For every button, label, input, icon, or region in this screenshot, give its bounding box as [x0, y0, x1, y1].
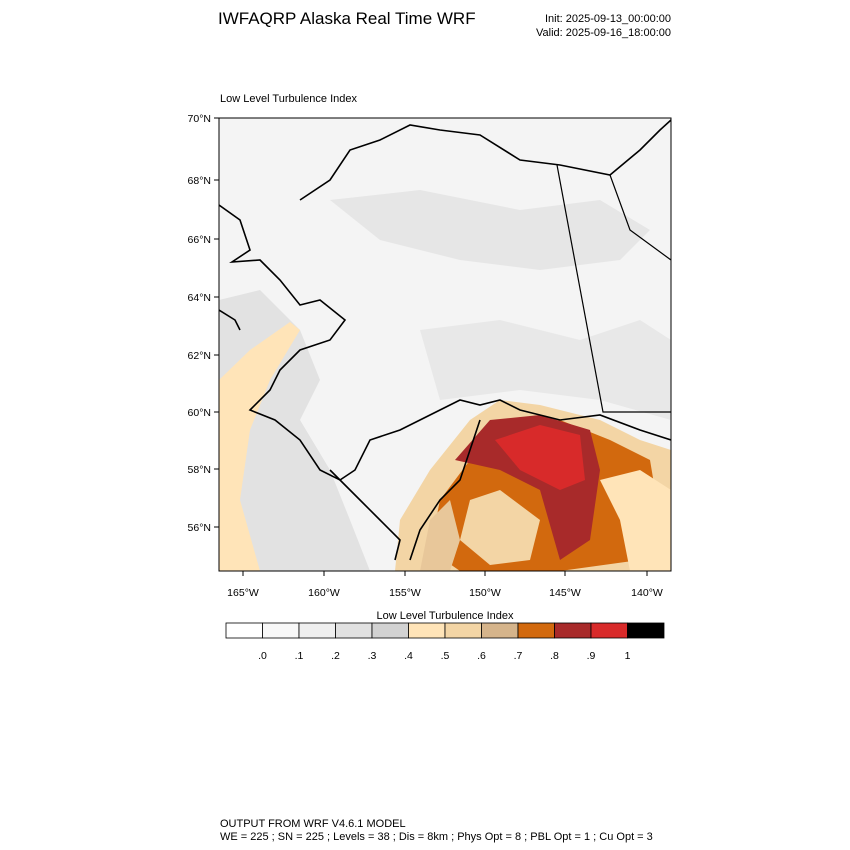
- valid-time: Valid: 2025-09-16_18:00:00: [536, 27, 671, 39]
- lon-label: 145°W: [549, 587, 581, 599]
- lat-label: 60°N: [188, 407, 211, 419]
- lat-labels: 70°N 68°N 66°N 64°N 62°N 60°N 58°N 56°N: [188, 113, 219, 534]
- lon-labels: 165°W 160°W 155°W 150°W 145°W 140°W: [227, 571, 663, 599]
- colorbar-label: .3: [368, 650, 377, 662]
- lon-label: 150°W: [469, 587, 501, 599]
- colorbar-title: Low Level Turbulence Index: [377, 610, 514, 622]
- coastline: [219, 119, 671, 561]
- field-gray: [330, 190, 650, 270]
- field-pale: [219, 322, 300, 571]
- color-box: [371, 622, 409, 639]
- colorbar: .0 .1 .2 .3 .4 .5 .6 .7 .8 .9 1: [225, 622, 665, 662]
- color-box: [517, 622, 555, 639]
- lat-label: 68°N: [188, 175, 211, 187]
- lat-label: 62°N: [188, 350, 211, 362]
- lat-label: 70°N: [188, 113, 211, 125]
- field-red: [495, 425, 585, 490]
- color-box: [590, 622, 628, 639]
- lat-label: 64°N: [188, 292, 211, 304]
- field-tan: [460, 490, 540, 565]
- color-box: [408, 622, 446, 639]
- colorbar-label: .8: [550, 650, 559, 662]
- color-box: [225, 622, 263, 639]
- color-box: [335, 622, 373, 639]
- lat-label: 66°N: [188, 234, 211, 246]
- colorbar-label: .0: [258, 650, 267, 662]
- colorbar-label: .2: [331, 650, 340, 662]
- color-box: [481, 622, 519, 639]
- map-title: Low Level Turbulence Index: [220, 93, 357, 105]
- colorbar-label: .6: [477, 650, 486, 662]
- colorbar-label: .4: [404, 650, 413, 662]
- lon-label: 165°W: [227, 587, 259, 599]
- footer-line: WE = 225 ; SN = 225 ; Levels = 38 ; Dis …: [220, 831, 653, 843]
- lon-label: 140°W: [631, 587, 663, 599]
- color-box: [444, 622, 482, 639]
- color-box: [262, 622, 300, 639]
- colorbar-label: 1: [625, 650, 631, 662]
- colorbar-label: .5: [441, 650, 450, 662]
- init-time: Init: 2025-09-13_00:00:00: [545, 13, 671, 25]
- field-gray: [420, 320, 671, 420]
- footer-line: OUTPUT FROM WRF V4.6.1 MODEL: [220, 818, 406, 830]
- colorbar-label: .9: [587, 650, 596, 662]
- title: IWFAQRP Alaska Real Time WRF: [218, 9, 476, 28]
- lat-label: 56°N: [188, 522, 211, 534]
- color-box: [554, 622, 592, 639]
- field-tan: [420, 500, 460, 571]
- lon-label: 155°W: [389, 587, 421, 599]
- lat-label: 58°N: [188, 464, 211, 476]
- field-pale: [600, 470, 671, 571]
- lon-label: 160°W: [308, 587, 340, 599]
- border: [556, 164, 671, 413]
- colorbar-label: .7: [514, 650, 523, 662]
- color-box: [627, 622, 665, 639]
- colorbar-label: .1: [295, 650, 304, 662]
- color-box: [298, 622, 336, 639]
- map-field: [219, 118, 671, 571]
- map-frame: [218, 117, 672, 572]
